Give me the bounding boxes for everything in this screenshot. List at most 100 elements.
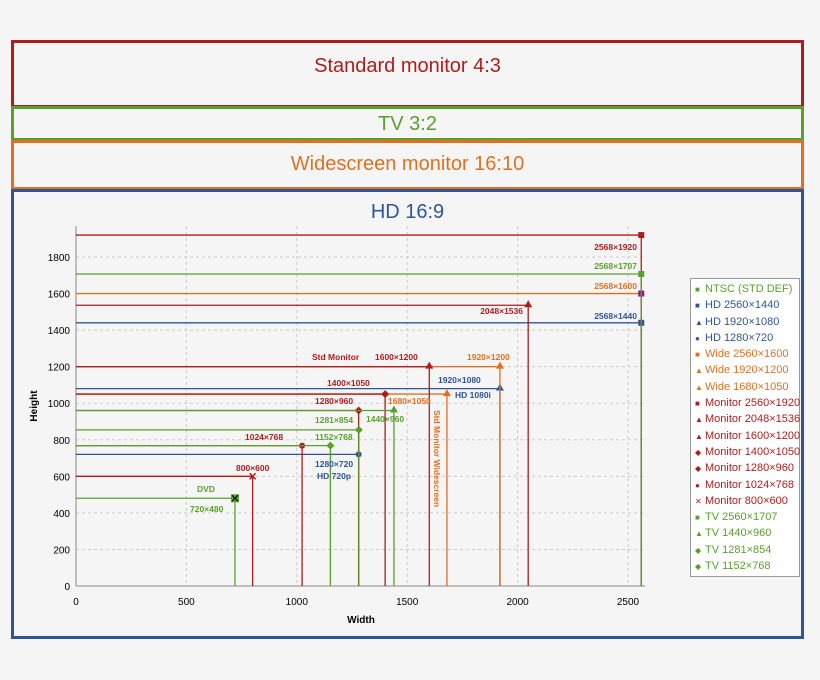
annotation-label: 1600×1200 [375, 352, 418, 362]
legend-label: Monitor 2048×1536 [705, 413, 801, 426]
annotation-label: 1920×1200 [467, 352, 510, 362]
x-tick-label: 0 [73, 597, 79, 608]
annotation-label: 1281×854 [315, 415, 353, 425]
data-point [638, 232, 645, 239]
legend-label: Monitor 1400×1050 [705, 445, 801, 458]
y-tick-label: 400 [53, 509, 70, 520]
band-title: TV 3:2 [378, 113, 437, 135]
x-tick-label: 500 [178, 597, 195, 608]
data-point [354, 425, 363, 434]
data-point [425, 361, 434, 369]
plot-area [76, 226, 645, 586]
band-title: Widescreen monitor 16:10 [290, 153, 525, 175]
legend-label: TV 2560×1707 [705, 511, 778, 524]
annotation-label: 1280×960 [315, 396, 353, 406]
diamond-marker-icon: ◆ [695, 447, 702, 457]
legend-label: Monitor 2560×1920 [705, 397, 801, 410]
legend-label: Monitor 1600×1200 [705, 429, 801, 442]
y-tick-label: 1600 [48, 290, 71, 301]
square-marker-icon: ■ [695, 399, 700, 409]
legend-label: TV 1440×960 [705, 527, 772, 540]
diamond-marker-icon: ◆ [695, 562, 702, 572]
annotation-label: Std Monitor Widescreen [432, 410, 442, 507]
data-point-x [231, 494, 239, 502]
annotation-label: 2568×1920 [594, 242, 637, 252]
legend-item: ▲ HD 1920×1080 [695, 314, 799, 330]
legend-item: ■ HD 2560×1440 [695, 297, 799, 313]
circle-marker-icon: ● [695, 480, 700, 490]
x-tick-label: 1500 [396, 597, 419, 608]
annotation-label: 2048×1536 [480, 306, 523, 316]
band-title: HD 16:9 [370, 201, 445, 223]
x-tick-label: 1000 [286, 597, 309, 608]
data-point [326, 441, 335, 450]
band-title: Standard monitor 4:3 [314, 55, 501, 77]
legend-item: ■ Wide 2560×1600 [695, 346, 799, 362]
x-square-marker-icon: ■ [695, 285, 700, 294]
legend-item: ▲ TV 1440×960 [695, 525, 799, 541]
y-axis-label: Height [29, 390, 40, 422]
y-tick-label: 1000 [48, 399, 71, 410]
data-point [389, 405, 398, 413]
legend-label: Monitor 1280×960 [705, 462, 794, 475]
data-point [442, 389, 451, 397]
annotation-label: 1680×1050 [388, 396, 431, 406]
legend-item: ▲ Wide 1680×1050 [695, 379, 799, 395]
x-axis-label: Width [347, 615, 375, 626]
y-tick-label: 1800 [48, 253, 71, 264]
legend-label: HD 1920×1080 [705, 315, 780, 328]
y-tick-label: 800 [53, 436, 70, 447]
square-marker-icon: ■ [695, 513, 700, 523]
legend: ■ NTSC (STD DEF) ■ HD 2560×1440 ▲ HD 1920×108… [690, 278, 801, 578]
triangle-marker-icon: ▲ [695, 431, 703, 441]
legend-label: Monitor 800×600 [705, 494, 788, 507]
annotation-label: 1280×720 [315, 459, 353, 469]
legend-item: ✕ Monitor 800×600 [695, 493, 799, 509]
annotation-label: 1400×1050 [327, 378, 370, 388]
legend-item: ◆ Monitor 1280×960 [695, 460, 799, 476]
circle-marker-icon: ● [695, 333, 700, 343]
legend-label: Wide 2560×1600 [705, 348, 789, 361]
legend-item: ◆ TV 1281×854 [695, 542, 799, 558]
annotation-label: 2568×1707 [594, 261, 637, 271]
y-tick-label: 1400 [48, 326, 71, 337]
x-tick-label: 2000 [506, 597, 529, 608]
y-tick-label: 600 [53, 472, 70, 483]
legend-label: HD 1280×720 [705, 331, 774, 344]
legend-label: Monitor 1024×768 [705, 478, 794, 491]
legend-label: HD 2560×1440 [705, 299, 780, 312]
annotation-label: 1440×960 [366, 414, 404, 424]
annotation-label: 1024×768 [245, 432, 283, 442]
legend-item: ● Monitor 1024×768 [695, 477, 799, 493]
legend-item: ■ Monitor 2560×1920 [695, 395, 801, 411]
triangle-marker-icon: ▲ [695, 366, 703, 376]
diamond-marker-icon: ◆ [695, 464, 702, 474]
legend-label: Wide 1680×1050 [705, 380, 789, 393]
legend-item: ▲ Wide 1920×1200 [695, 362, 799, 378]
annotation-label: 2568×1440 [594, 311, 637, 321]
triangle-marker-icon: ▲ [695, 317, 703, 327]
legend-label: TV 1281×854 [705, 543, 772, 556]
annotation-label: HD 1080i [455, 390, 491, 400]
annotation-label: 800×600 [236, 463, 270, 473]
annotation-label: 1152×768 [315, 432, 353, 442]
band-tv: TV 3:2 [11, 106, 804, 141]
square-marker-icon: ■ [695, 350, 700, 360]
annotation-label: 1920×1080 [438, 375, 481, 385]
band-widescreen: Widescreen monitor 16:10 [11, 140, 804, 190]
legend-item: ▲ Monitor 1600×1200 [695, 428, 801, 444]
legend-item: ◆ Monitor 1400×1050 [695, 444, 801, 460]
legend-item: ● HD 1280×720 [695, 330, 799, 346]
annotation-label: HD 720p [317, 471, 351, 481]
triangle-marker-icon: ▲ [695, 415, 703, 425]
data-point [524, 300, 533, 308]
data-point [249, 472, 257, 480]
legend-label: TV 1152×768 [705, 560, 771, 573]
data-point [495, 361, 504, 369]
legend-item: ▲ Monitor 2048×1536 [695, 411, 801, 427]
x-tick-label: 2500 [617, 597, 640, 608]
data-point [638, 270, 645, 277]
triangle-marker-icon: ▲ [695, 382, 703, 392]
y-tick-label: 200 [53, 545, 70, 556]
